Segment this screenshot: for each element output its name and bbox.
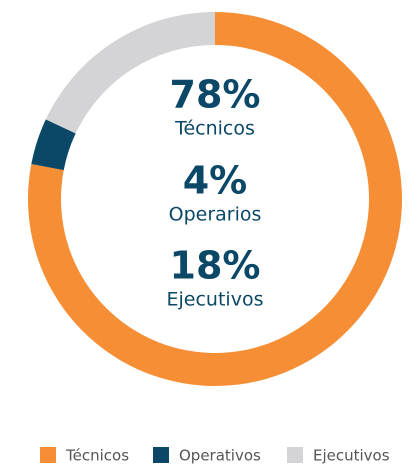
center-value: 18% [170, 244, 261, 288]
legend-swatch [40, 447, 56, 463]
donut-segment [45, 12, 216, 134]
center-value: 4% [183, 159, 248, 203]
center-label: Técnicos [174, 118, 255, 140]
donut-segment [31, 119, 76, 171]
legend-swatch [153, 447, 169, 463]
legend-label: Técnicos [65, 447, 129, 465]
legend-label: Ejecutivos [313, 447, 390, 465]
center-label: Ejecutivos [167, 289, 264, 311]
center-value: 78% [170, 73, 261, 117]
legend-swatch [287, 447, 303, 463]
center-label: Operarios [169, 204, 262, 226]
legend-label: Operativos [179, 447, 261, 465]
